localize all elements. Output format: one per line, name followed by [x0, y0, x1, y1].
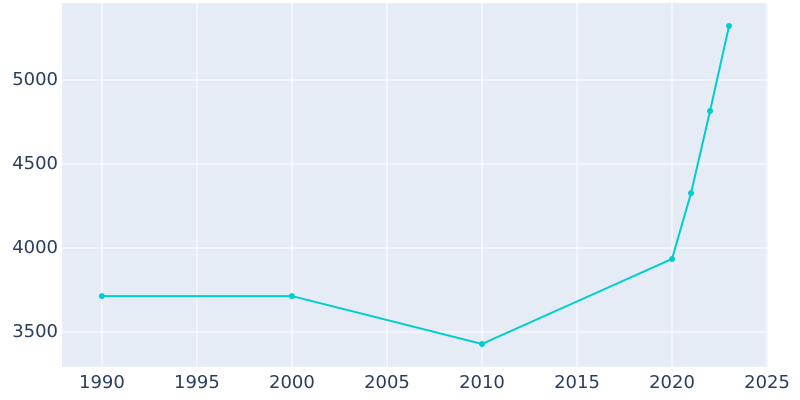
x-tick-label: 2015 — [554, 372, 600, 393]
x-tick-label: 1995 — [174, 372, 220, 393]
y-tick-label: 5000 — [12, 69, 58, 90]
x-tick-label: 2025 — [744, 372, 790, 393]
y-tick-label: 4500 — [12, 153, 58, 174]
marker — [707, 108, 714, 115]
plot-area — [62, 3, 768, 367]
x-tick-label: 1990 — [79, 372, 125, 393]
marker — [726, 23, 733, 30]
x-tick-label: 2010 — [459, 372, 505, 393]
marker — [288, 293, 295, 300]
y-tick-label: 3500 — [12, 321, 58, 342]
marker — [688, 190, 695, 197]
x-tick-label: 2005 — [364, 372, 410, 393]
marker — [98, 293, 105, 300]
x-tick-label: 2000 — [269, 372, 315, 393]
marker — [669, 255, 676, 262]
marker — [478, 340, 485, 347]
x-tick-label: 2020 — [649, 372, 695, 393]
y-tick-label: 4000 — [12, 237, 58, 258]
